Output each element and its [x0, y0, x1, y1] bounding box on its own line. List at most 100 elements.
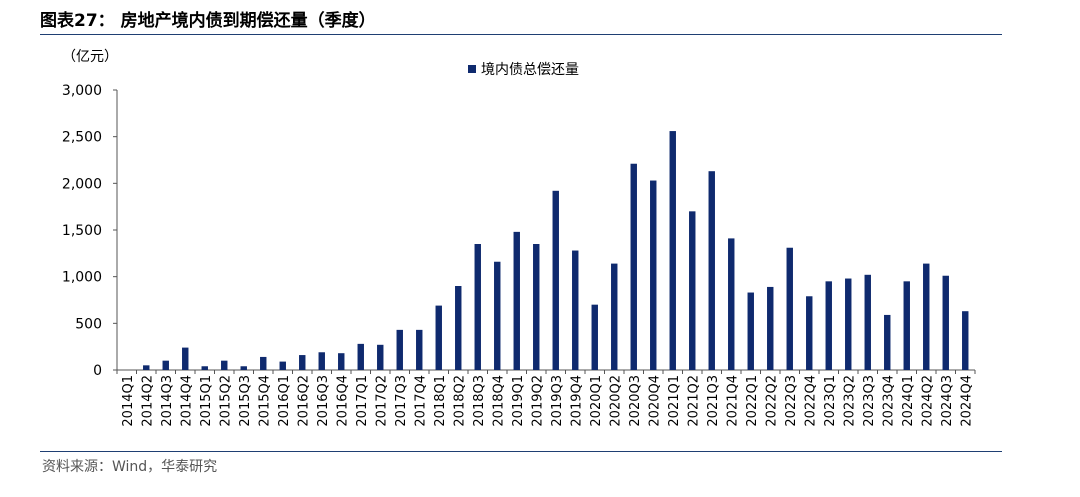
x-tick-label: 2016Q3	[316, 375, 331, 427]
x-tick-label: 2021Q1	[667, 375, 682, 427]
bar	[903, 281, 910, 370]
x-tick-label: 2021Q3	[706, 375, 721, 427]
y-tick-label: 0	[93, 363, 102, 379]
x-tick-label: 2016Q4	[335, 375, 350, 427]
x-tick-label: 2014Q4	[179, 375, 194, 427]
y-unit-label: （亿元）	[62, 49, 118, 65]
x-tick-label: 2021Q2	[686, 375, 701, 427]
bar	[357, 343, 364, 370]
bar	[552, 190, 559, 370]
bar	[318, 352, 325, 370]
bar	[182, 347, 189, 370]
y-tick-label: 1,500	[62, 223, 102, 239]
y-tick-label: 500	[75, 316, 102, 332]
x-tick-label: 2024Q4	[959, 375, 974, 427]
bar	[864, 274, 871, 370]
y-tick-label: 1,000	[62, 270, 102, 286]
bar	[708, 171, 715, 370]
x-tick-label: 2014Q3	[160, 375, 175, 427]
x-tick-label: 2019Q4	[569, 375, 584, 427]
x-tick-label: 2019Q1	[511, 375, 526, 427]
x-tick-label: 2018Q4	[491, 375, 506, 427]
bar	[474, 244, 481, 370]
bar	[396, 329, 403, 370]
bar	[825, 281, 832, 370]
x-tick-label: 2020Q3	[628, 375, 643, 427]
bar	[630, 163, 637, 370]
x-tick-label: 2017Q4	[413, 375, 428, 427]
bar	[240, 366, 247, 370]
bar	[611, 263, 618, 370]
bar	[669, 131, 676, 370]
bar	[728, 238, 735, 370]
x-tick-label: 2022Q4	[803, 375, 818, 427]
x-tick-label: 2017Q3	[394, 375, 409, 427]
bar	[435, 305, 442, 370]
x-tick-label: 2022Q1	[745, 375, 760, 427]
bar	[221, 360, 228, 370]
x-tick-label: 2023Q4	[881, 375, 896, 427]
bar	[650, 180, 657, 370]
x-tick-label: 2022Q3	[784, 375, 799, 427]
bar	[201, 366, 208, 370]
bar	[884, 314, 891, 370]
x-tick-label: 2024Q2	[920, 375, 935, 427]
x-tick-label: 2021Q4	[725, 375, 740, 427]
x-tick-label: 2018Q2	[452, 375, 467, 427]
legend-swatch	[468, 65, 476, 73]
y-tick-label: 2,500	[62, 130, 102, 146]
bars	[143, 131, 969, 370]
bar	[416, 329, 423, 370]
x-tick-label: 2020Q1	[589, 375, 604, 427]
x-tick-label: 2017Q2	[374, 375, 389, 427]
x-tick-label: 2019Q2	[530, 375, 545, 427]
x-tick-label: 2023Q3	[862, 375, 877, 427]
bar	[455, 286, 462, 370]
bar-chart: （亿元） 境内债总偿还量 0 500 1,000 1,500 2,000 2,500 3,0…	[62, 49, 976, 427]
x-tick-label: 2019Q3	[550, 375, 565, 427]
bar	[299, 355, 306, 370]
x-tick-label: 2023Q1	[823, 375, 838, 427]
x-tick-label: 2018Q3	[472, 375, 487, 427]
bar	[786, 247, 793, 370]
x-tick-label: 2020Q4	[647, 375, 662, 427]
x-tick-label: 2015Q1	[199, 375, 214, 427]
x-tick-label: 2015Q3	[238, 375, 253, 427]
bar	[260, 356, 267, 370]
y-tick-label: 3,000	[62, 83, 102, 99]
x-tick-label: 2016Q2	[296, 375, 311, 427]
bar	[591, 304, 598, 370]
bar	[962, 311, 969, 370]
legend-label: 境内债总偿还量	[481, 62, 579, 78]
bar	[942, 275, 949, 370]
bar	[338, 353, 345, 370]
bar	[494, 261, 501, 370]
x-tick-label: 2015Q2	[218, 375, 233, 427]
y-tick-label: 2,000	[62, 176, 102, 192]
bottom-rule	[40, 451, 1002, 452]
bar	[767, 286, 774, 370]
source-note: 资料来源：Wind，华泰研究	[42, 459, 218, 475]
x-tick-label: 2017Q1	[355, 375, 370, 427]
x-tick-label: 2015Q4	[257, 375, 272, 427]
x-tick-label: 2023Q2	[842, 375, 857, 427]
x-tick-label: 2014Q1	[121, 375, 136, 427]
bar	[747, 292, 754, 370]
legend: 境内债总偿还量	[468, 62, 579, 78]
x-axis-ticks: 2014Q1 2014Q2 2014Q3 2014Q4 2015Q1 2015Q2 2015…	[116, 370, 976, 427]
top-rule	[40, 34, 1002, 35]
bar	[845, 278, 852, 370]
x-tick-label: 2014Q2	[140, 375, 155, 427]
bar	[143, 365, 150, 370]
bar	[689, 211, 696, 370]
bar	[162, 360, 169, 370]
x-tick-label: 2016Q1	[277, 375, 292, 427]
figure-title: 图表27： 房地产境内债到期偿还量（季度）	[40, 11, 376, 31]
x-tick-label: 2024Q1	[901, 375, 916, 427]
bar	[923, 263, 930, 370]
bar	[572, 250, 579, 370]
bar	[533, 244, 540, 370]
bar	[806, 296, 813, 370]
x-tick-label: 2022Q2	[764, 375, 779, 427]
x-tick-label: 2018Q1	[433, 375, 448, 427]
